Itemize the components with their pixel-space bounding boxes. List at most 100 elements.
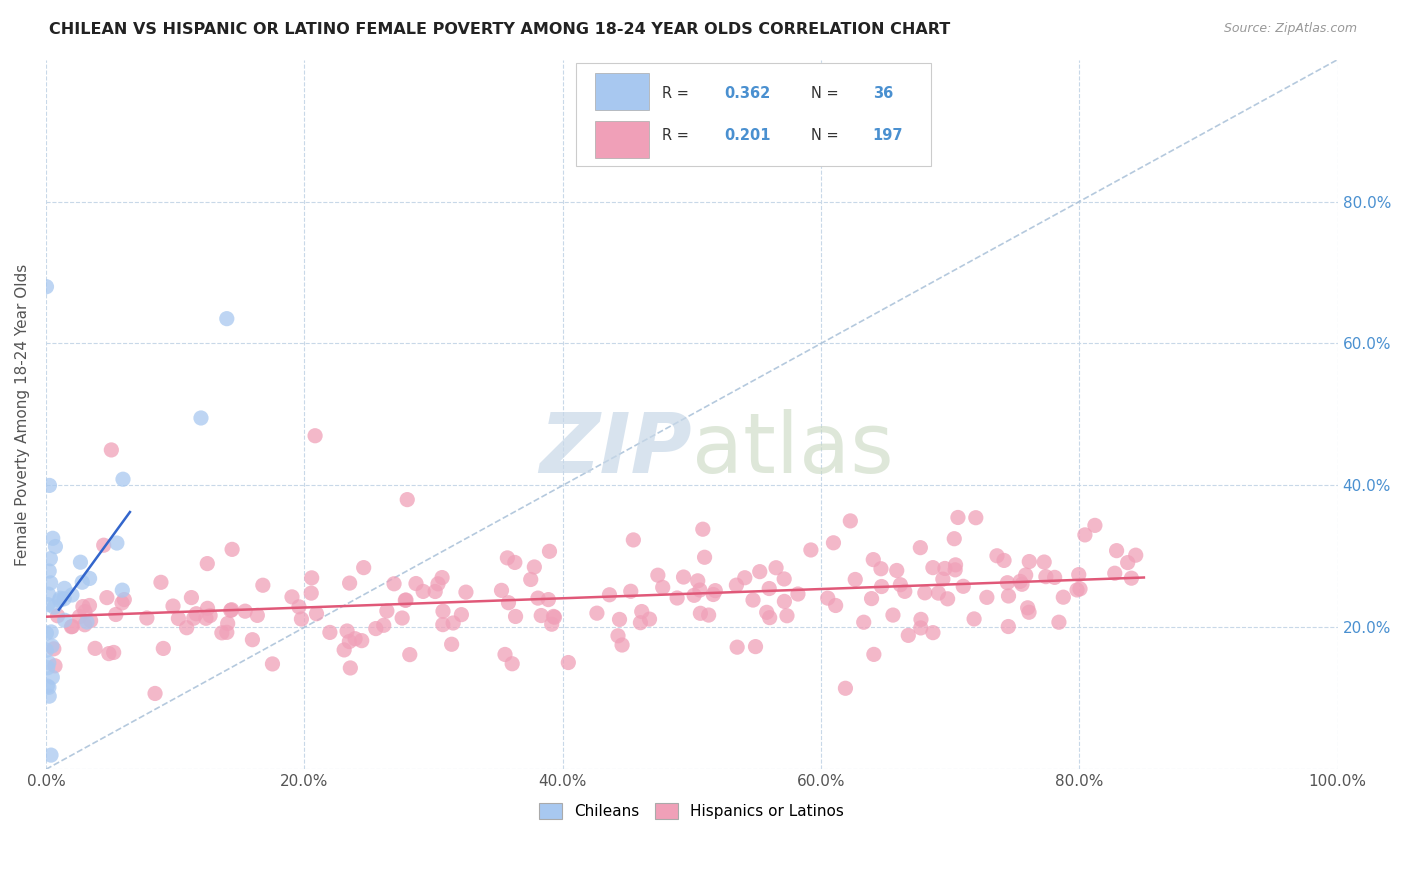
- Point: [53, 613, 76, 627]
- Point: [1067, 567, 1090, 582]
- Point: [112, 592, 135, 607]
- Text: Source: ZipAtlas.com: Source: ZipAtlas.com: [1223, 22, 1357, 36]
- Point: [333, 643, 356, 657]
- Point: [758, 610, 780, 624]
- Point: [440, 637, 463, 651]
- Point: [105, 536, 128, 550]
- Point: [394, 593, 416, 607]
- Point: [725, 640, 748, 655]
- Text: N =: N =: [811, 86, 842, 101]
- Point: [339, 576, 361, 591]
- Point: [35, 626, 58, 640]
- Point: [391, 611, 413, 625]
- Point: [742, 593, 765, 607]
- Point: [693, 550, 716, 565]
- Point: [1010, 574, 1032, 589]
- Point: [305, 607, 328, 621]
- Point: [41, 670, 63, 684]
- Point: [882, 608, 904, 623]
- Point: [44, 600, 66, 615]
- Point: [53, 591, 76, 606]
- Point: [53, 582, 76, 596]
- Point: [863, 648, 886, 662]
- Point: [543, 610, 565, 624]
- Point: [1105, 543, 1128, 558]
- Point: [945, 558, 967, 572]
- Point: [441, 615, 464, 630]
- Point: [1121, 571, 1143, 585]
- Point: [704, 583, 727, 598]
- Point: [350, 633, 373, 648]
- Text: 0.362: 0.362: [724, 86, 770, 101]
- Point: [221, 542, 243, 557]
- Point: [288, 599, 311, 614]
- Point: [152, 641, 174, 656]
- Point: [39, 748, 62, 763]
- Point: [44, 540, 66, 554]
- Point: [38, 478, 60, 492]
- FancyBboxPatch shape: [575, 63, 931, 166]
- Point: [84, 641, 107, 656]
- Point: [176, 621, 198, 635]
- Point: [852, 615, 875, 630]
- Point: [609, 612, 631, 626]
- Point: [35, 279, 58, 293]
- Point: [37, 598, 59, 612]
- Point: [586, 606, 609, 620]
- Point: [432, 617, 454, 632]
- Point: [494, 648, 516, 662]
- Text: R =: R =: [662, 86, 693, 101]
- Point: [190, 411, 212, 425]
- Point: [889, 578, 911, 592]
- Point: [997, 619, 1019, 633]
- Point: [233, 604, 256, 618]
- Point: [111, 472, 134, 486]
- Point: [894, 584, 917, 599]
- Point: [523, 560, 546, 574]
- Point: [405, 576, 427, 591]
- Point: [186, 607, 208, 621]
- Point: [620, 584, 643, 599]
- Point: [353, 560, 375, 574]
- Point: [776, 608, 799, 623]
- Point: [952, 579, 974, 593]
- Point: [111, 583, 134, 598]
- Point: [844, 573, 866, 587]
- Point: [498, 596, 520, 610]
- Text: R =: R =: [662, 128, 693, 144]
- Point: [1017, 600, 1039, 615]
- Point: [38, 689, 60, 703]
- Point: [689, 607, 711, 621]
- Point: [364, 622, 387, 636]
- Point: [748, 565, 770, 579]
- Point: [135, 611, 157, 625]
- Point: [100, 442, 122, 457]
- Point: [934, 561, 956, 575]
- Text: 197: 197: [873, 128, 903, 144]
- Point: [1018, 605, 1040, 619]
- Point: [48, 593, 70, 607]
- Point: [111, 596, 134, 610]
- Point: [35, 643, 58, 657]
- Point: [870, 562, 893, 576]
- Point: [49, 591, 72, 606]
- Point: [672, 570, 695, 584]
- Point: [995, 575, 1018, 590]
- Point: [628, 615, 651, 630]
- Point: [496, 550, 519, 565]
- Point: [38, 656, 60, 670]
- Point: [336, 624, 359, 638]
- Point: [702, 587, 724, 601]
- Point: [647, 568, 669, 582]
- Point: [936, 591, 959, 606]
- Point: [860, 591, 883, 606]
- Point: [39, 575, 62, 590]
- Point: [773, 594, 796, 608]
- Text: ZIP: ZIP: [538, 409, 692, 491]
- Point: [1069, 582, 1091, 596]
- Point: [60, 620, 83, 634]
- Point: [943, 532, 966, 546]
- Point: [412, 584, 434, 599]
- Point: [734, 571, 756, 585]
- Point: [1018, 555, 1040, 569]
